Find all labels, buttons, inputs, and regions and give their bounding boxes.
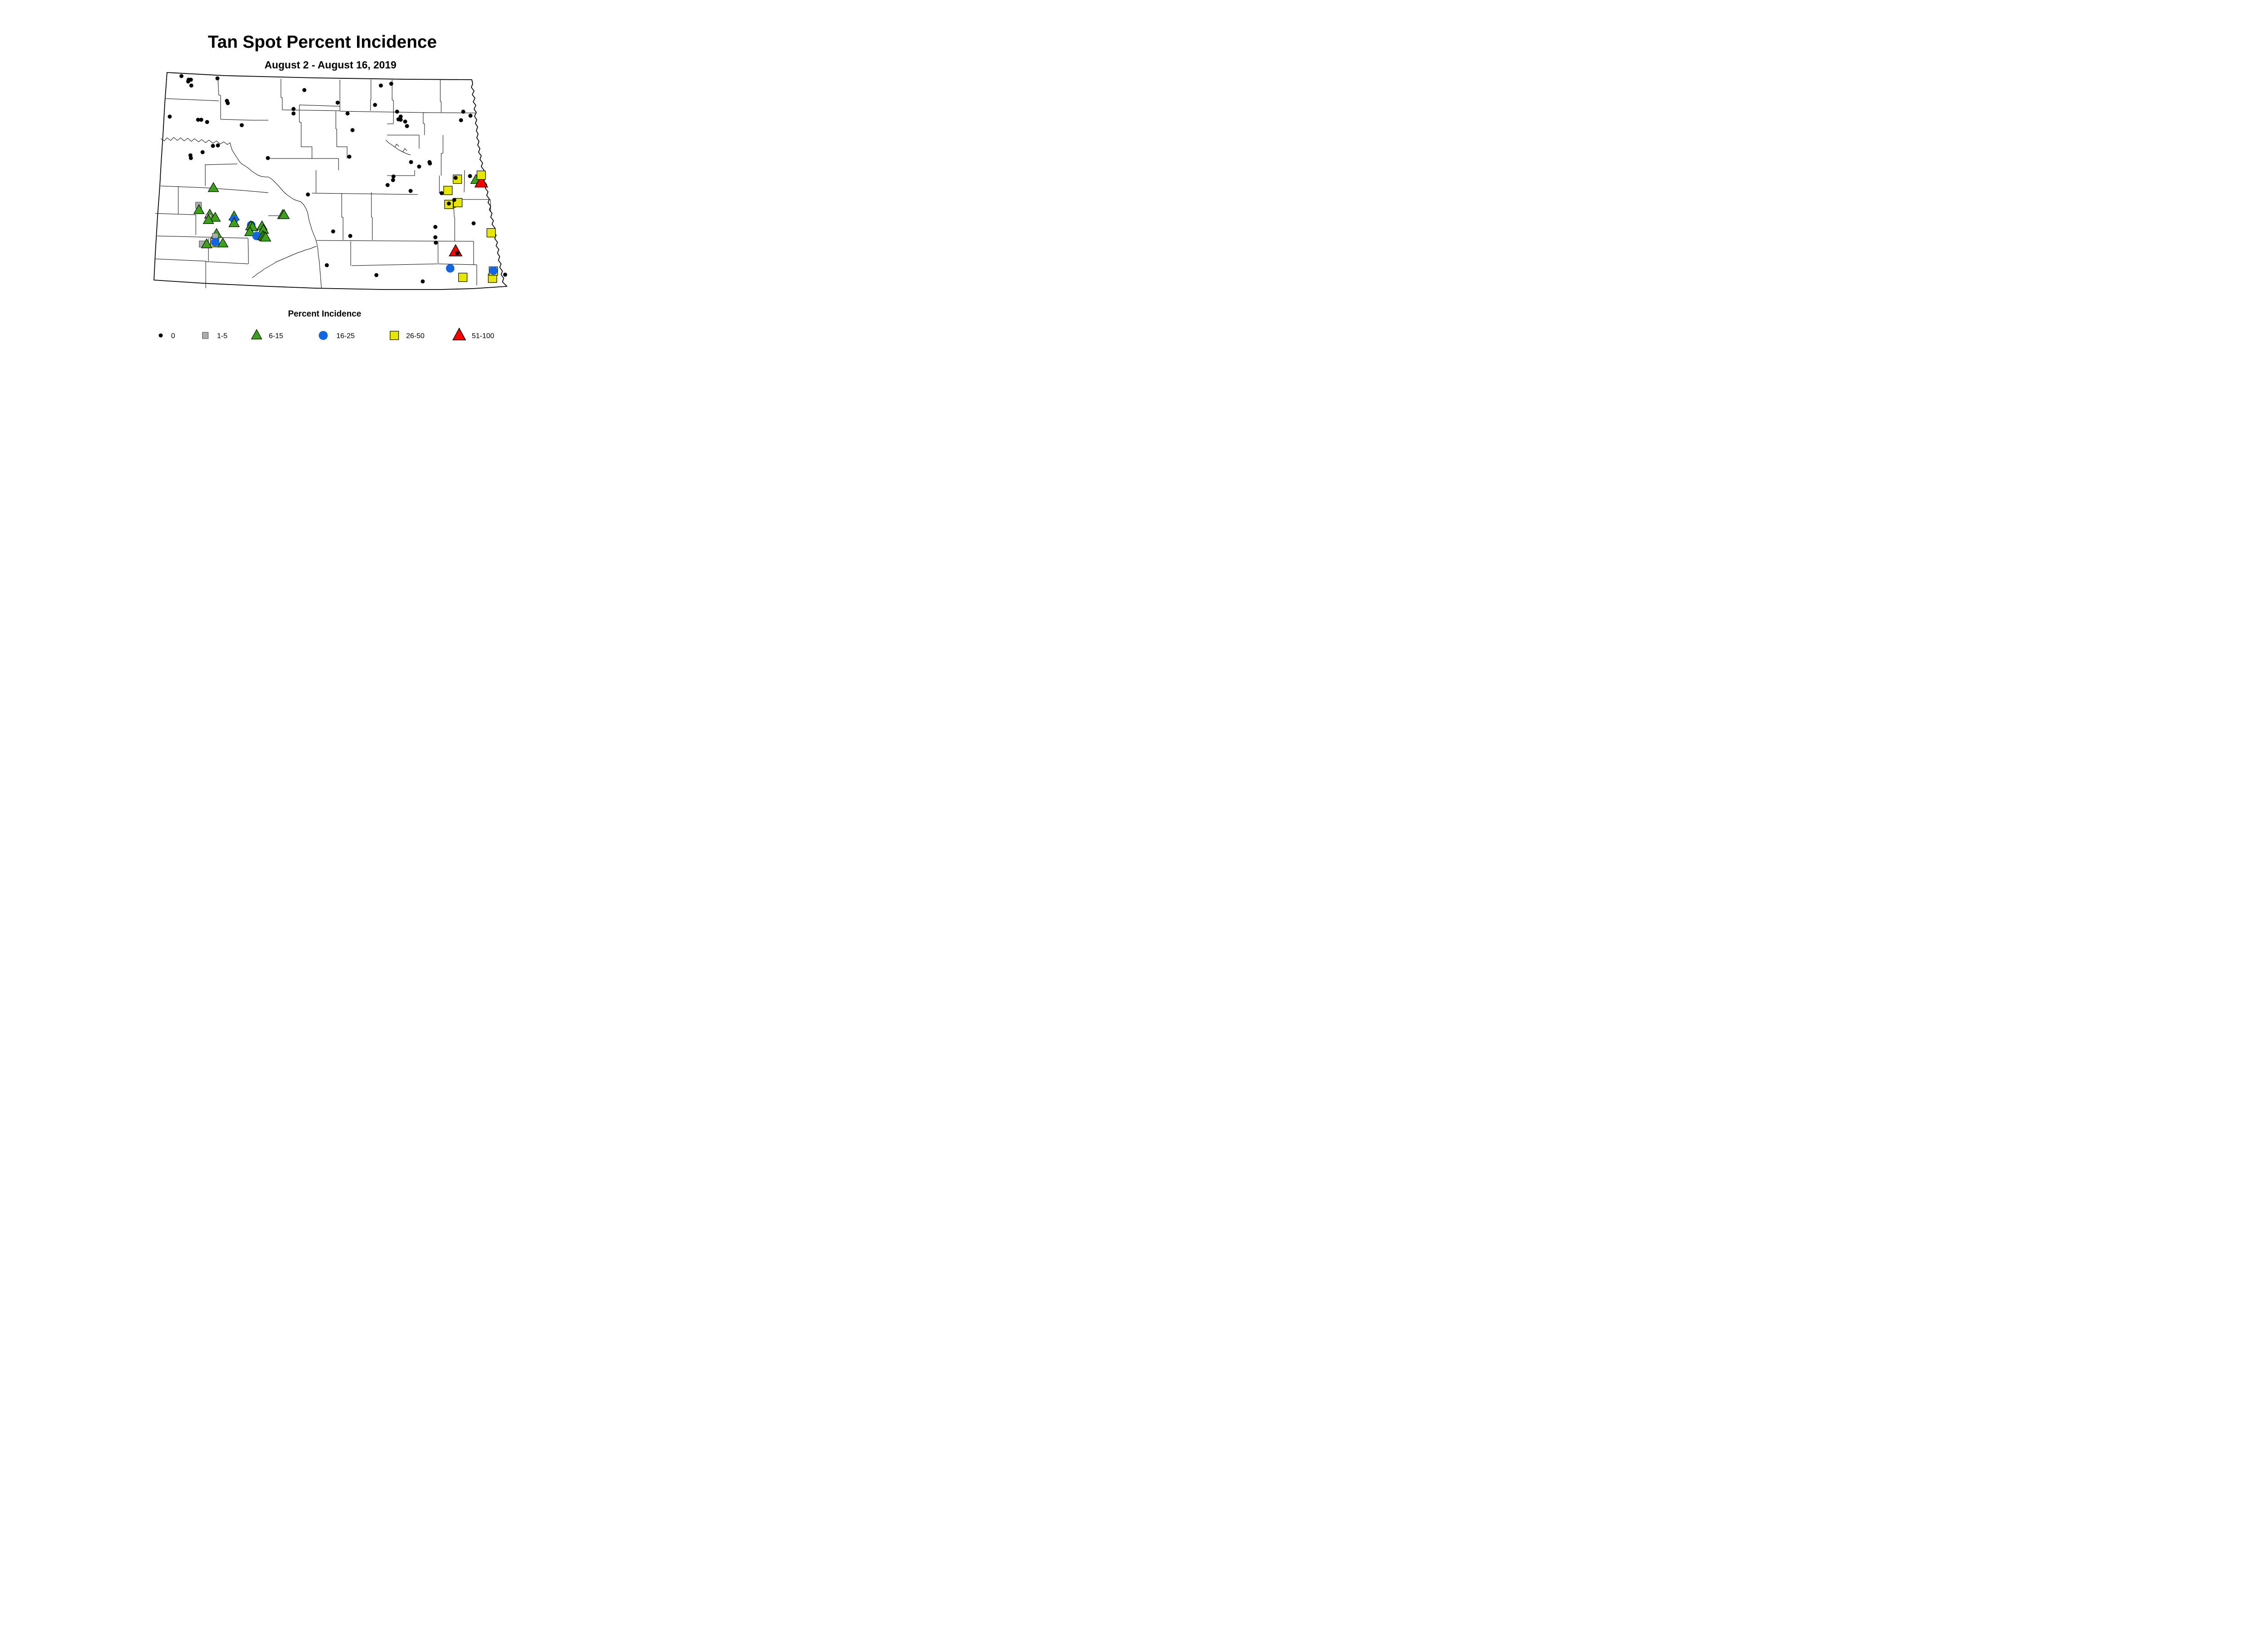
marker-0 [347, 154, 352, 159]
marker-6-15 [208, 182, 219, 192]
marker-0 [439, 191, 444, 195]
legend-red-triangle-icon [452, 327, 466, 340]
marker-6-15 [278, 209, 290, 219]
legend-black-dot-icon [158, 333, 163, 338]
marker-0 [395, 109, 399, 114]
legend-label-26-50: 26-50 [406, 332, 425, 340]
marker-6-15 [260, 231, 271, 242]
marker-0 [455, 251, 460, 255]
marker-0 [345, 111, 350, 116]
marker-0 [409, 160, 413, 164]
marker-51-100 [474, 175, 488, 188]
marker-16-25 [489, 266, 498, 275]
legend-yellow-square-icon [389, 330, 399, 340]
marker-0 [398, 118, 403, 122]
page-subtitle: August 2 - August 16, 2019 [264, 59, 396, 71]
marker-0 [186, 79, 190, 84]
marker-layer [167, 74, 507, 284]
marker-0 [291, 107, 296, 111]
marker-0 [374, 273, 379, 277]
marker-0 [452, 198, 457, 202]
marker-0 [405, 124, 409, 128]
marker-0 [216, 143, 220, 148]
marker-6-15 [201, 238, 212, 249]
marker-26-50 [443, 186, 453, 195]
marker-0 [398, 114, 403, 119]
marker-0 [408, 189, 413, 193]
marker-0 [433, 225, 438, 229]
legend-label-16-25: 16-25 [336, 332, 355, 340]
marker-0 [266, 156, 270, 160]
page-title: Tan Spot Percent Incidence [208, 32, 437, 52]
marker-0 [468, 174, 472, 178]
map-figure: Tan Spot Percent Incidence August 2 - Au… [0, 0, 705, 379]
marker-0 [468, 113, 473, 118]
marker-26-50 [458, 272, 468, 282]
marker-0 [306, 192, 310, 197]
marker-6-15 [217, 237, 229, 248]
marker-6-15 [203, 214, 214, 224]
legend-blue-circle-icon [319, 331, 328, 340]
marker-0 [200, 150, 205, 154]
marker-0 [391, 174, 396, 179]
legend-label-6-15: 6-15 [269, 332, 283, 340]
marker-0 [453, 176, 458, 180]
marker-26-50 [486, 228, 496, 238]
marker-0 [379, 83, 383, 88]
marker-0 [434, 240, 438, 245]
marker-0 [179, 74, 184, 78]
legend-green-triangle-icon [251, 329, 262, 339]
legend-title: Percent Incidence [288, 309, 362, 319]
marker-0 [373, 103, 377, 107]
marker-0 [503, 272, 507, 277]
marker-0 [348, 234, 353, 238]
marker-0 [189, 83, 194, 88]
marker-0 [240, 123, 244, 127]
marker-0 [291, 111, 296, 116]
marker-0 [189, 156, 193, 160]
marker-0 [389, 81, 393, 86]
marker-0 [417, 164, 421, 169]
marker-0 [211, 144, 215, 148]
cannonball-river [252, 246, 317, 278]
marker-0 [391, 178, 395, 182]
marker-6-15 [244, 226, 256, 236]
devils-lake [385, 140, 411, 155]
marker-6-15 [228, 217, 240, 227]
marker-0 [447, 201, 451, 206]
marker-0 [403, 119, 407, 124]
legend-label-0: 0 [171, 332, 175, 340]
legend-label-51-100: 51-100 [472, 332, 494, 340]
county-borders [155, 78, 491, 288]
marker-0 [471, 221, 476, 226]
legend-label-1-5: 1-5 [217, 332, 227, 340]
marker-0 [167, 114, 172, 119]
legend-gray-square-icon [202, 332, 208, 339]
marker-26-50 [476, 170, 486, 180]
marker-0 [331, 229, 335, 234]
marker-0 [205, 120, 209, 124]
marker-0 [302, 88, 307, 92]
marker-0 [196, 118, 200, 122]
marker-0 [461, 109, 466, 114]
marker-0 [428, 161, 432, 166]
marker-0 [420, 279, 425, 284]
map-legend: Percent Incidence 0 1-5 6-15 16-25 26-50… [158, 309, 494, 340]
tan-spot-map-svg: Tan Spot Percent Incidence August 2 - Au… [154, 32, 507, 340]
missouri-river [160, 137, 322, 289]
marker-0 [226, 101, 230, 105]
marker-0 [335, 100, 340, 105]
marker-0 [433, 235, 438, 240]
marker-0 [459, 118, 463, 122]
marker-16-25 [446, 264, 455, 273]
marker-0 [325, 263, 329, 267]
marker-0 [199, 118, 203, 122]
marker-6-15 [209, 212, 221, 222]
marker-6-15 [193, 204, 205, 214]
marker-0 [350, 128, 355, 132]
marker-0 [215, 76, 220, 81]
marker-16-25 [211, 238, 220, 247]
marker-0 [385, 183, 390, 187]
